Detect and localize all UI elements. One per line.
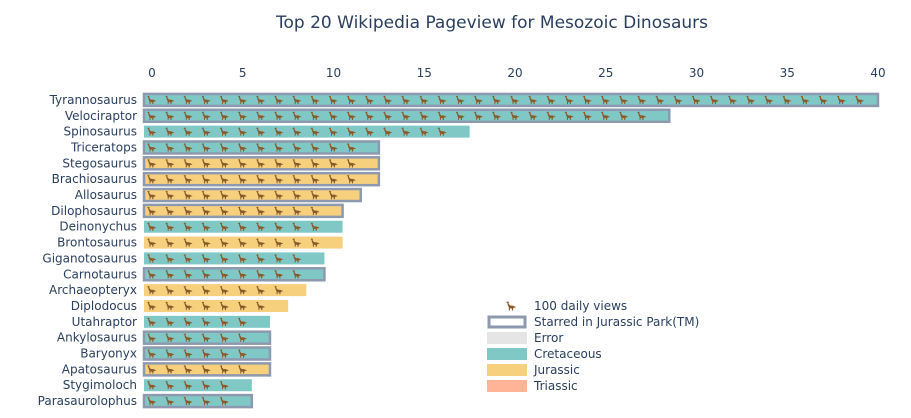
bar-giganotosaurus bbox=[144, 252, 325, 265]
legend-swatch-error bbox=[487, 332, 527, 344]
legend-label: 100 daily views bbox=[534, 299, 627, 313]
y-tick-label: Stygimoloch bbox=[63, 378, 137, 392]
x-tick-label: 20 bbox=[507, 66, 522, 80]
legend-swatch-triassic bbox=[487, 380, 527, 392]
bar-spinosaurus bbox=[144, 125, 470, 138]
y-tick-label: Carnotaurus bbox=[63, 267, 137, 281]
legend: 100 daily views Starred in Jurassic Park(… bbox=[487, 299, 699, 393]
x-tick-label: 10 bbox=[326, 66, 341, 80]
x-tick-label: 25 bbox=[598, 66, 613, 80]
bar-parasaurolophus bbox=[142, 393, 254, 409]
legend-swatch-cretaceous bbox=[487, 348, 527, 360]
y-tick-label: Ankylosaurus bbox=[57, 331, 137, 345]
y-tick-label: Triceratops bbox=[70, 140, 137, 154]
x-tick-label: 35 bbox=[780, 66, 795, 80]
legend-label: Jurassic bbox=[533, 363, 580, 377]
y-tick-label: Archaeopteryx bbox=[49, 283, 137, 297]
y-tick-label: Brachiosaurus bbox=[52, 172, 137, 186]
legend-swatch-starred bbox=[487, 315, 527, 329]
chart-title: Top 20 Wikipedia Pageview for Mesozoic D… bbox=[275, 13, 708, 33]
legend-swatch-jurassic bbox=[487, 364, 527, 376]
legend-label: Cretaceous bbox=[534, 347, 602, 361]
x-tick-label: 40 bbox=[870, 66, 885, 80]
y-tick-label: Deinonychus bbox=[59, 220, 137, 234]
x-tick-label: 5 bbox=[239, 66, 247, 80]
x-tick-label: 30 bbox=[689, 66, 704, 80]
y-tick-label: Giganotosaurus bbox=[42, 251, 137, 265]
y-tick-label: Brontosaurus bbox=[57, 236, 137, 250]
y-tick-label: Velociraptor bbox=[65, 109, 137, 123]
bar-diplodocus bbox=[144, 299, 289, 312]
y-tick-label: Apatosaurus bbox=[62, 362, 137, 376]
y-tick-label: Utahraptor bbox=[72, 315, 137, 329]
bar-stygimoloch bbox=[144, 379, 252, 392]
y-tick-label: Dilophosaurus bbox=[51, 204, 137, 218]
x-axis-ticks: 0 5 10 15 20 25 30 35 40 bbox=[148, 66, 885, 80]
y-tick-label: Tyrannosaurus bbox=[49, 93, 137, 107]
y-tick-label: Diplodocus bbox=[71, 299, 137, 313]
bars-group bbox=[142, 92, 880, 409]
y-tick-label: Allosaurus bbox=[75, 188, 137, 202]
x-tick-label: 15 bbox=[417, 66, 432, 80]
y-axis-labels: Tyrannosaurus Velociraptor SpinosaurusTric… bbox=[38, 93, 137, 408]
legend-label: Starred in Jurassic Park(TM) bbox=[534, 315, 699, 329]
x-tick-label: 0 bbox=[148, 66, 156, 80]
y-tick-label: Stegosaurus bbox=[62, 156, 137, 170]
legend-label: Triassic bbox=[533, 379, 578, 393]
y-tick-label: Spinosaurus bbox=[63, 125, 137, 139]
legend-dinosaur-icon bbox=[506, 301, 517, 311]
bar-allosaurus bbox=[142, 187, 362, 203]
y-tick-label: Baryonyx bbox=[80, 347, 137, 361]
y-tick-label: Parasaurolophus bbox=[38, 394, 137, 408]
legend-label: Error bbox=[534, 331, 563, 345]
